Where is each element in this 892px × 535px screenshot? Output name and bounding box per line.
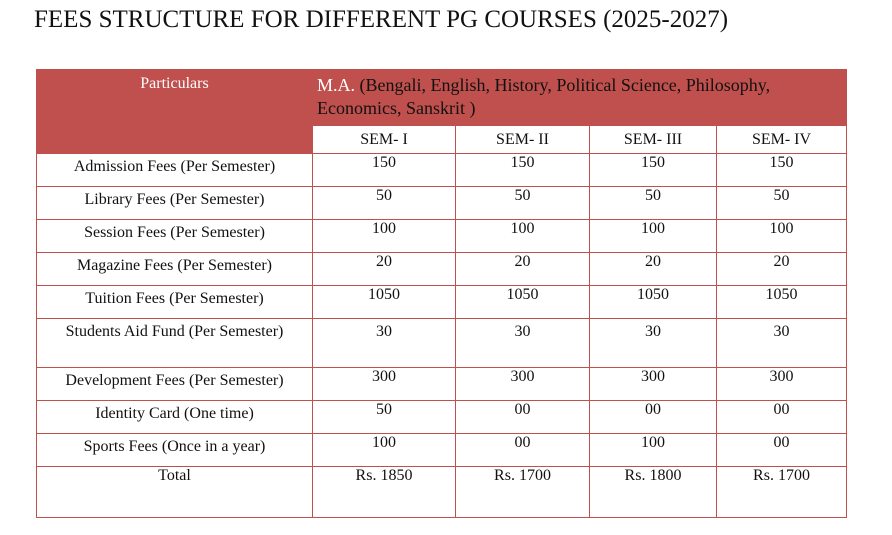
fee-value: 100 [589,433,717,467]
table-row: Sports Fees (Once in a year) 100 00 100 … [36,433,847,467]
fee-value: 50 [312,400,456,434]
fee-value: 300 [716,367,847,401]
fee-value: 30 [312,318,456,368]
fee-value: 30 [455,318,590,368]
semester-header-row: SEM- I SEM- II SEM- III SEM- IV [37,125,847,154]
table-row: Admission Fees (Per Semester) 150 150 15… [36,153,847,187]
semester-header: SEM- II [455,125,590,154]
fee-value: 150 [455,153,590,187]
total-value: Rs. 1700 [716,466,847,518]
table-row: Library Fees (Per Semester) 50 50 50 50 [36,186,847,220]
fee-value: 00 [455,400,590,434]
fee-value: 50 [455,186,590,220]
table-row: Magazine Fees (Per Semester) 20 20 20 20 [36,252,847,286]
particulars-header: Particulars [36,69,313,154]
table-row: Session Fees (Per Semester) 100 100 100 … [36,219,847,253]
fee-value: 100 [589,219,717,253]
table-row: Tuition Fees (Per Semester) 1050 1050 10… [36,285,847,319]
header-row: Particulars M.A. (Bengali, English, Hist… [36,69,847,154]
row-label: Magazine Fees (Per Semester) [36,252,313,286]
fee-value: 20 [455,252,590,286]
fee-value: 20 [589,252,717,286]
fee-value: 30 [716,318,847,368]
semester-header: SEM- IV [716,125,847,154]
fee-value: 300 [589,367,717,401]
fee-value: 1050 [312,285,456,319]
fee-value: 20 [716,252,847,286]
row-label: Library Fees (Per Semester) [36,186,313,220]
fee-value: 300 [312,367,456,401]
fee-value: 100 [455,219,590,253]
semester-header: SEM- I [312,125,456,154]
course-subjects: (Bengali, English, History, Political Sc… [317,75,771,118]
fee-value: 30 [589,318,717,368]
fee-value: 100 [312,219,456,253]
row-label: Identity Card (One time) [36,400,313,434]
table-row: Students Aid Fund (Per Semester) 30 30 3… [36,318,847,368]
fee-value: 20 [312,252,456,286]
page-title: FEES STRUCTURE FOR DIFFERENT PG COURSES … [34,6,729,33]
fees-table: Particulars M.A. (Bengali, English, Hist… [36,69,847,518]
semester-header: SEM- III [589,125,717,154]
fee-value: 00 [716,400,847,434]
fee-value: 50 [312,186,456,220]
table-row: Identity Card (One time) 50 00 00 00 [36,400,847,434]
total-row: Total Rs. 1850 Rs. 1700 Rs. 1800 Rs. 170… [36,466,847,518]
total-value: Rs. 1850 [312,466,456,518]
row-label: Students Aid Fund (Per Semester) [36,318,313,368]
fee-value: 00 [716,433,847,467]
row-label: Session Fees (Per Semester) [36,219,313,253]
total-label: Total [36,466,313,518]
fee-value: 300 [455,367,590,401]
fee-value: 100 [312,433,456,467]
row-label: Admission Fees (Per Semester) [36,153,313,187]
total-value: Rs. 1700 [455,466,590,518]
fee-value: 150 [589,153,717,187]
table-row: Development Fees (Per Semester) 300 300 … [36,367,847,401]
fee-value: 00 [455,433,590,467]
fee-value: 1050 [455,285,590,319]
course-header: M.A. (Bengali, English, History, Politic… [312,69,847,126]
fee-value: 50 [589,186,717,220]
row-label: Development Fees (Per Semester) [36,367,313,401]
row-label: Sports Fees (Once in a year) [36,433,313,467]
fee-value: 100 [716,219,847,253]
fee-value: 00 [589,400,717,434]
fee-value: 1050 [589,285,717,319]
course-abbreviation: M.A. [317,75,356,95]
fee-value: 50 [716,186,847,220]
fee-value: 150 [716,153,847,187]
row-label: Tuition Fees (Per Semester) [36,285,313,319]
total-value: Rs. 1800 [589,466,717,518]
fee-value: 1050 [716,285,847,319]
fee-value: 150 [312,153,456,187]
